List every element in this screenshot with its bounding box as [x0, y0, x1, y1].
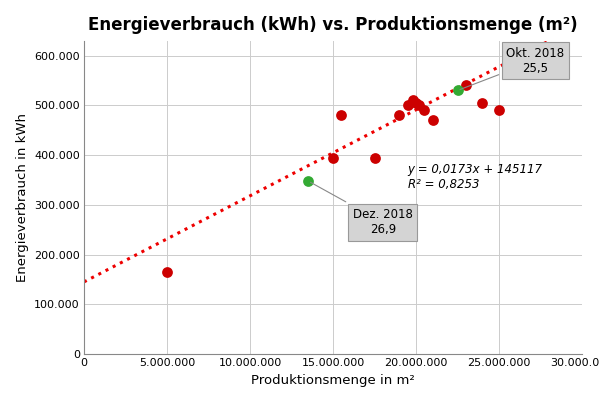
X-axis label: Produktionsmenge in m²: Produktionsmenge in m² — [251, 374, 415, 387]
Point — [415, 102, 424, 109]
Point — [304, 178, 313, 184]
Point — [494, 107, 504, 114]
Point — [395, 112, 404, 118]
Text: y = 0,0173x + 145117
R² = 0,8253: y = 0,0173x + 145117 R² = 0,8253 — [408, 162, 543, 190]
Title: Energieverbrauch (kWh) vs. Produktionsmenge (m²): Energieverbrauch (kWh) vs. Produktionsme… — [88, 15, 578, 34]
Point — [403, 102, 413, 109]
Point — [370, 154, 379, 161]
Point — [328, 154, 338, 161]
Point — [478, 100, 487, 106]
Point — [461, 82, 470, 89]
Point — [411, 100, 421, 106]
Text: Dez. 2018
26,9: Dez. 2018 26,9 — [311, 182, 413, 236]
Text: Okt. 2018
25,5: Okt. 2018 25,5 — [460, 46, 565, 90]
Point — [419, 107, 429, 114]
Point — [408, 97, 418, 104]
Point — [337, 112, 346, 118]
Point — [428, 117, 437, 124]
Y-axis label: Energieverbrauch in kWh: Energieverbrauch in kWh — [16, 113, 29, 282]
Point — [162, 269, 172, 275]
Point — [453, 87, 463, 94]
